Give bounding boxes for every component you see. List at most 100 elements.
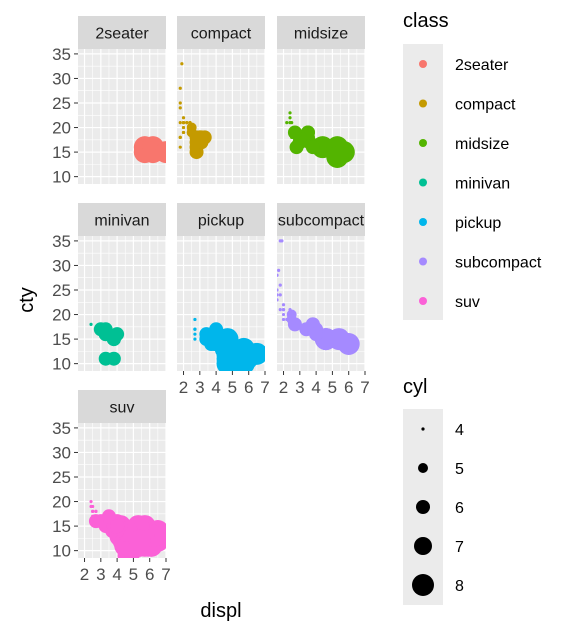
x-tick-label: 4	[112, 565, 121, 584]
legend-size-swatch	[416, 500, 430, 514]
data-point	[181, 130, 186, 135]
x-tick-label: 6	[145, 565, 154, 584]
data-point	[193, 332, 197, 336]
y-tick-label: 10	[52, 542, 71, 561]
data-point	[98, 322, 113, 337]
facet-strip-label: subcompact	[278, 213, 365, 230]
facet-panel-minivan: minivan 10 15 20 25 30 35	[52, 203, 167, 374]
data-point	[277, 293, 279, 297]
data-point	[209, 327, 224, 342]
facet-strip	[177, 203, 265, 236]
y-tick-label: 25	[52, 94, 71, 113]
data-point	[290, 322, 294, 326]
legend-label: subcompact	[455, 255, 542, 272]
data-point	[281, 308, 286, 312]
data-point	[299, 322, 314, 337]
facet-strip-label: midsize	[294, 26, 348, 43]
data-point	[285, 317, 289, 322]
y-tick-label: 20	[52, 306, 71, 325]
legend-swatch	[419, 297, 427, 305]
panel-points	[89, 322, 125, 366]
x-tick-label: 7	[161, 565, 170, 584]
data-point	[288, 116, 292, 120]
x-tick-label: 4	[311, 378, 320, 397]
facet-strip	[277, 16, 365, 49]
legend-swatch	[419, 139, 427, 147]
data-point	[305, 140, 320, 155]
panel-grid	[177, 49, 266, 184]
y-tick-label: 15	[52, 143, 71, 162]
data-point	[216, 352, 239, 371]
panel-grid	[78, 236, 167, 371]
panel-points	[193, 317, 265, 371]
facet-panel-compact: compact	[177, 16, 266, 184]
data-point	[186, 122, 197, 133]
data-point	[277, 298, 279, 302]
legend-size-swatch	[412, 574, 434, 596]
data-point	[94, 509, 98, 513]
facet-strip-label: minivan	[94, 213, 149, 230]
legend-label: 8	[455, 578, 464, 595]
data-point	[89, 322, 93, 326]
data-point	[180, 62, 184, 66]
data-point	[281, 303, 286, 307]
data-point	[181, 121, 186, 125]
panel-background	[78, 49, 166, 184]
facet-panel-midsize: midsize	[277, 16, 366, 184]
legend-label: midsize	[455, 136, 509, 153]
color-legend-title: class	[403, 10, 449, 32]
panel-background	[177, 49, 265, 184]
y-tick-label: 20	[52, 493, 71, 512]
size-legend: cyl 4 5 6 7 8	[403, 376, 464, 605]
legend-label: 5	[455, 461, 464, 478]
data-point	[193, 317, 197, 322]
data-point	[181, 116, 186, 120]
data-point	[245, 342, 265, 365]
legend-size-swatch	[421, 427, 425, 431]
data-point	[280, 239, 284, 243]
data-point	[178, 106, 182, 110]
facet-panel-2seater: 2seater 10 15 20 25 30 35	[52, 16, 167, 187]
data-point	[101, 509, 116, 524]
data-point	[288, 308, 292, 312]
x-tick-label: 5	[328, 378, 337, 397]
x-axis-title: displ	[200, 600, 241, 622]
facet-strip-label: 2seater	[95, 26, 149, 43]
data-point	[110, 519, 125, 534]
facet-panel-pickup: pickup 2 3 4 5 6 7	[177, 203, 270, 397]
data-point	[155, 141, 166, 164]
facet-panel-subcompact: subcompact 2 3 4 5 6 7	[277, 203, 370, 397]
data-point	[193, 337, 197, 341]
color-legend: class 2seater compact midsize minivan pickup…	[403, 10, 542, 320]
data-point	[337, 333, 360, 355]
data-point	[185, 121, 189, 125]
size-legend-title: cyl	[403, 376, 427, 398]
legend-swatch	[419, 178, 427, 187]
legend-label: pickup	[455, 215, 501, 232]
data-point	[326, 146, 349, 168]
legend-swatch	[419, 218, 427, 226]
data-point	[277, 273, 279, 277]
legend-label: 7	[455, 539, 464, 556]
panel-points	[277, 239, 360, 355]
legend-size-swatch	[414, 537, 432, 555]
data-point	[278, 283, 282, 287]
data-point	[285, 121, 289, 125]
data-point	[278, 293, 282, 297]
data-point	[278, 308, 282, 312]
data-point	[209, 337, 224, 351]
legend-label: compact	[455, 97, 516, 114]
y-tick-label: 15	[52, 330, 71, 349]
panel-points	[88, 499, 166, 558]
data-point	[178, 101, 182, 105]
x-tick-label: 7	[260, 378, 269, 397]
x-tick-label: 5	[129, 565, 138, 584]
data-point	[193, 327, 197, 331]
data-point	[89, 504, 93, 509]
y-tick-label: 25	[52, 281, 71, 300]
x-tick-label: 7	[360, 378, 369, 397]
y-tick-label: 35	[52, 419, 71, 438]
data-point	[281, 312, 286, 317]
data-point	[288, 111, 292, 115]
data-point	[128, 529, 151, 552]
